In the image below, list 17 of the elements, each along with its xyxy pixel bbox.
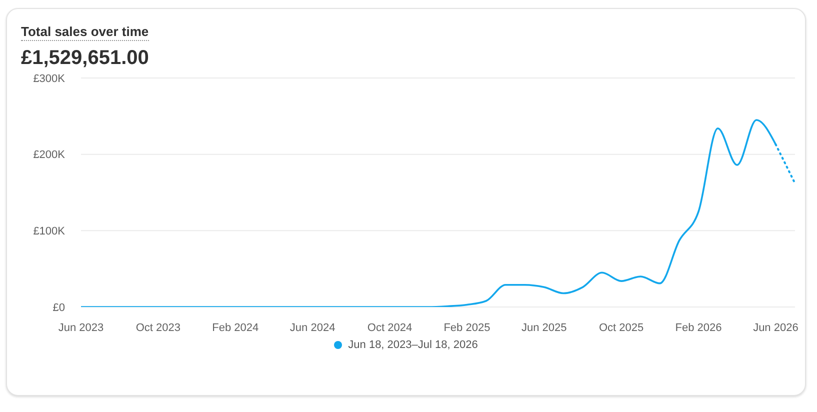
x-tick-label: Oct 2024 — [367, 322, 412, 334]
x-tick-label: Oct 2023 — [136, 322, 181, 334]
x-tick-label: Jun 2026 — [753, 322, 798, 334]
legend-label: Jun 18, 2023–Jul 18, 2026 — [348, 339, 478, 351]
x-tick-label: Jun 2025 — [522, 322, 567, 334]
x-tick-label: Jun 2023 — [58, 322, 104, 334]
y-tick-label: £200K — [33, 149, 66, 162]
x-tick-label: Feb 2026 — [675, 322, 722, 334]
x-tick-label: Feb 2024 — [212, 322, 259, 334]
y-tick-label: £300K — [33, 72, 66, 85]
chart-title: Total sales over time — [21, 24, 149, 41]
chart-subtitle: £1,529,651.00 — [21, 47, 150, 70]
y-tick-label: £100K — [33, 226, 66, 238]
x-tick-label: Jun 2024 — [290, 322, 336, 334]
x-tick-label: Feb 2025 — [444, 322, 490, 334]
x-tick-label: Oct 2025 — [599, 322, 644, 334]
y-tick-label: £0 — [52, 302, 65, 314]
